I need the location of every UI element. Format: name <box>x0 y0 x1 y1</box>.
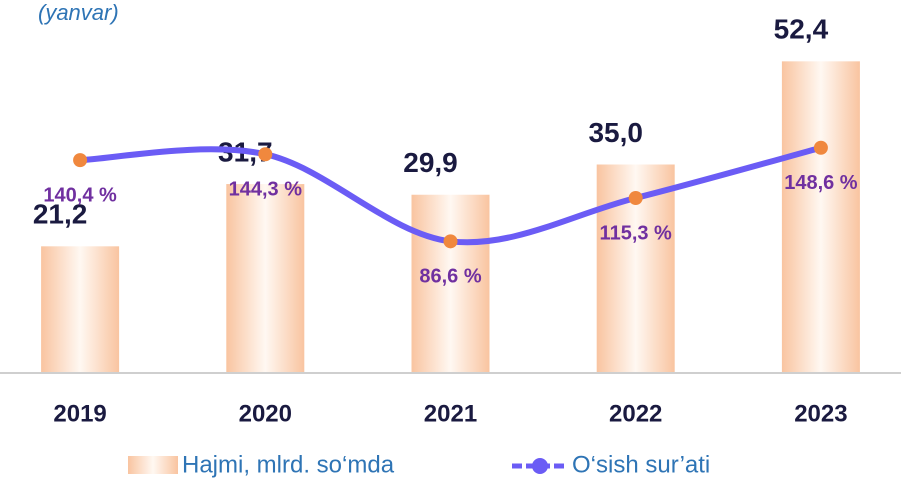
bar-value-label: 21,2 <box>33 199 88 230</box>
legend-label: O‘sish sur’ati <box>572 451 710 478</box>
line-value-label: 115,3 % <box>600 222 673 244</box>
line-marker <box>813 140 828 155</box>
line-marker <box>443 234 458 249</box>
line-marker <box>258 147 273 162</box>
bar-value-label: 35,0 <box>588 117 643 148</box>
x-tick-label: 2020 <box>239 400 292 427</box>
line-marker <box>73 153 88 168</box>
line-value-label: 148,6 % <box>784 172 858 194</box>
line-value-label: 144,3 % <box>229 179 303 201</box>
bar-value-label: 29,9 <box>403 147 458 178</box>
x-tick-label: 2022 <box>609 400 662 427</box>
bar-value-label: 52,4 <box>774 14 829 45</box>
line-value-label: 140,4 % <box>43 184 117 206</box>
bar <box>226 184 305 372</box>
x-tick-label: 2021 <box>424 400 477 427</box>
subtitle: (yanvar) <box>38 0 119 25</box>
x-tick-label: 2023 <box>794 400 847 427</box>
x-tick-label: 2019 <box>53 400 106 427</box>
legend-swatch <box>128 456 178 474</box>
bar <box>781 61 860 372</box>
legend-swatch <box>532 458 548 474</box>
line-marker <box>628 191 643 206</box>
line-value-label: 86,6 % <box>419 266 481 288</box>
bar <box>411 194 490 372</box>
bar <box>41 246 120 372</box>
legend-label: Hajmi, mlrd. so‘mda <box>182 451 395 478</box>
